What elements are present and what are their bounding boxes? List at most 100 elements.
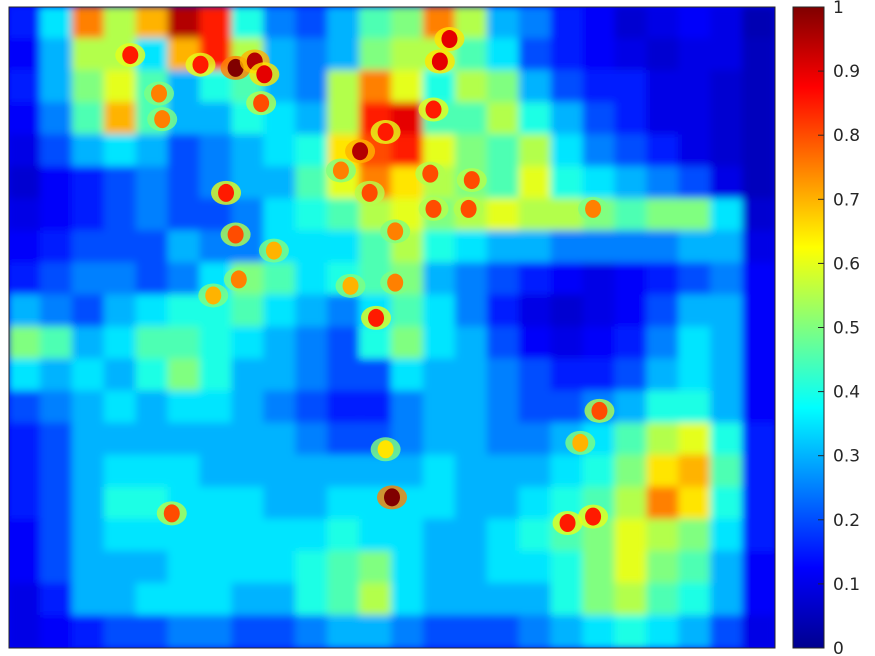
colorbar-tick-label: 0 [833, 639, 844, 656]
hotspot [368, 308, 385, 327]
heatmap-cell [135, 262, 170, 297]
hotspot [425, 199, 442, 218]
hotspot [253, 94, 270, 113]
heatmap-cell [199, 358, 234, 393]
heatmap-cell [710, 262, 745, 297]
heatmap-cell [295, 198, 330, 233]
heatmap-cell [582, 262, 617, 297]
heatmap-cell [614, 518, 649, 553]
heatmap-cell [422, 518, 457, 553]
hotspot [163, 504, 180, 523]
heatmap-cell [614, 7, 649, 41]
heatmap-cell [614, 326, 649, 361]
hotspot [256, 65, 273, 84]
heatmap-cell [295, 7, 330, 41]
heatmap-cell [263, 294, 298, 329]
heatmap-cell [742, 550, 775, 585]
heatmap-cell [9, 518, 42, 553]
heatmap-cell [614, 582, 649, 617]
heatmap-plot-area [8, 6, 776, 649]
heatmap-cell [742, 38, 775, 73]
heatmap-cell [9, 38, 42, 73]
heatmap-cell [678, 486, 713, 521]
heatmap-cell [518, 326, 553, 361]
heatmap-cell [422, 614, 457, 648]
heatmap-cell [391, 7, 425, 41]
heatmap-cell [614, 262, 649, 297]
heatmap-cell [742, 390, 775, 425]
heatmap-cell [9, 262, 42, 297]
heatmap-cell [518, 262, 553, 297]
plot-frame [8, 6, 776, 649]
hotspot [460, 199, 477, 218]
heatmap-cell [486, 262, 521, 297]
heatmap-cell [103, 262, 138, 297]
heatmap-cell [231, 358, 266, 393]
heatmap-cell [646, 198, 681, 233]
heatmap-cell [710, 550, 745, 585]
hotspot [377, 122, 394, 141]
heatmap-cell [263, 486, 298, 521]
heatmap-cell [71, 390, 106, 425]
heatmap-cell [486, 486, 521, 521]
heatmap-cell [550, 198, 585, 233]
heatmap-cell [454, 454, 489, 489]
heatmap-cell [454, 70, 489, 105]
heatmap-cell [710, 582, 745, 617]
heatmap-cell [582, 550, 617, 585]
heatmap-cell [263, 582, 298, 617]
heatmap-cell [39, 550, 74, 585]
heatmap-cell [295, 294, 330, 329]
hotspot [387, 273, 404, 292]
hotspot [585, 199, 602, 218]
heatmap-cell [486, 614, 521, 648]
heatmap-cell [742, 486, 775, 521]
heatmap-cell [71, 134, 106, 169]
heatmap-cell [550, 70, 585, 105]
heatmap-cell [518, 70, 553, 105]
heatmap-cell [614, 486, 649, 521]
hotspot [352, 142, 369, 161]
heatmap-cell [327, 326, 362, 361]
heatmap-cell [9, 486, 42, 521]
heatmap-cell [231, 134, 266, 169]
heatmap-cell [678, 294, 713, 329]
heatmap-cell [135, 582, 170, 617]
heatmap-cell [199, 134, 234, 169]
heatmap-cell [231, 486, 266, 521]
heatmap-cell [550, 166, 585, 201]
heatmap-cell [454, 262, 489, 297]
heatmap-cell [550, 294, 585, 329]
heatmap-cell [39, 38, 74, 73]
colorbar-tick-label: 0.6 [833, 254, 860, 274]
heatmap-cell [614, 38, 649, 73]
heatmap-cell [263, 198, 298, 233]
heatmap-cell [135, 550, 170, 585]
heatmap-cell [678, 262, 713, 297]
heatmap-cell [518, 550, 553, 585]
heatmap-cell [486, 166, 521, 201]
heatmap-cell [582, 7, 617, 41]
heatmap-cell [359, 38, 393, 73]
heatmap-cell [295, 230, 330, 265]
heatmap-cell [486, 38, 521, 73]
heatmap-cell [742, 518, 775, 553]
heatmap-cell [710, 294, 745, 329]
heatmap-cell [263, 262, 298, 297]
heatmap-cell [135, 454, 170, 489]
heatmap-cell [263, 166, 298, 201]
heatmap-cell [710, 198, 745, 233]
heatmap-cell [678, 582, 713, 617]
heatmap-cell [39, 326, 74, 361]
heatmap-cell [135, 326, 170, 361]
heatmap-cell [199, 486, 234, 521]
heatmap-cell [646, 70, 681, 105]
heatmap-cell [742, 582, 775, 617]
heatmap-cell [231, 518, 266, 553]
heatmap-cell [231, 294, 266, 329]
heatmap-cell [231, 550, 266, 585]
heatmap-cell [167, 326, 202, 361]
heatmap-cell [710, 38, 745, 73]
heatmap-cell [167, 262, 202, 297]
heatmap-cell [295, 454, 330, 489]
